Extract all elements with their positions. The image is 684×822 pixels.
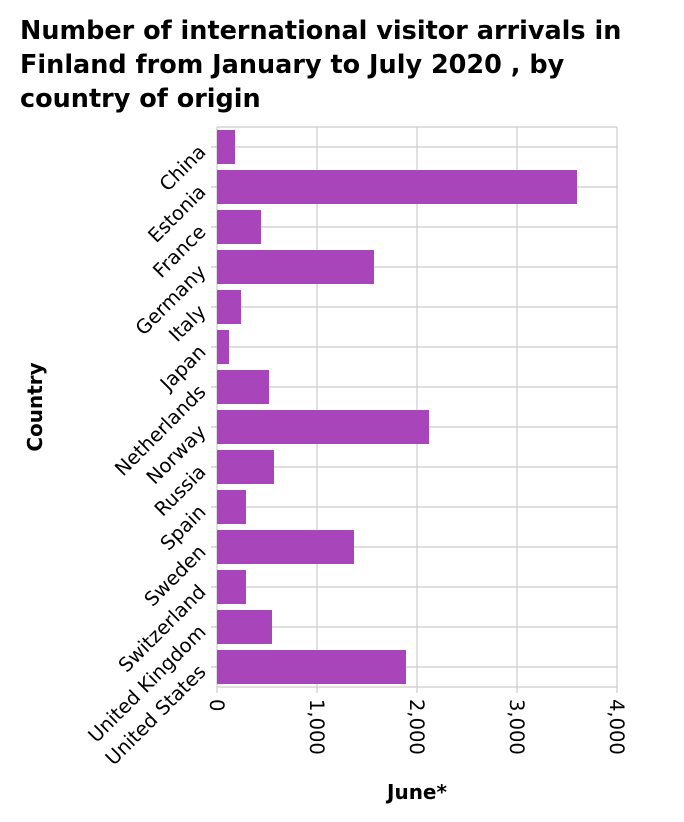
bar-japan: [217, 330, 229, 364]
y-tick-labels: ChinaEstoniaFranceGermanyItalyJapanNethe…: [84, 140, 211, 770]
chart-title: Number of international visitor arrivals…: [20, 16, 622, 114]
y-axis-label: Country: [23, 362, 47, 451]
bar-estonia: [217, 170, 577, 204]
x-tick-label-0: 0: [205, 699, 228, 711]
y-tick-label-japan: Japan: [154, 340, 210, 396]
x-tick-label-1: 1,000: [305, 699, 328, 755]
x-tick-labels: 0 1,000 2,000 3,000 4,000: [205, 699, 628, 755]
y-tick-label-china: China: [155, 140, 211, 196]
x-tick-label-3: 3,000: [505, 699, 528, 755]
x-axis-label: June*: [385, 780, 447, 804]
bar-sweden: [217, 530, 354, 564]
bar-spain: [217, 490, 246, 524]
bar-netherlands: [217, 370, 269, 404]
bar-italy: [217, 290, 241, 324]
bar-united-kingdom: [217, 610, 272, 644]
x-tick-label-2: 2,000: [405, 699, 428, 755]
bar-russia: [217, 450, 274, 484]
x-tick-label-4: 4,000: [605, 699, 628, 755]
bar-united-states: [217, 650, 406, 684]
bar-germany: [217, 250, 374, 284]
bar-china: [217, 130, 235, 164]
bar-switzerland: [217, 570, 246, 604]
bar-norway: [217, 410, 429, 444]
grid-lines: [211, 126, 618, 693]
bars: [217, 130, 577, 684]
bar-france: [217, 210, 261, 244]
